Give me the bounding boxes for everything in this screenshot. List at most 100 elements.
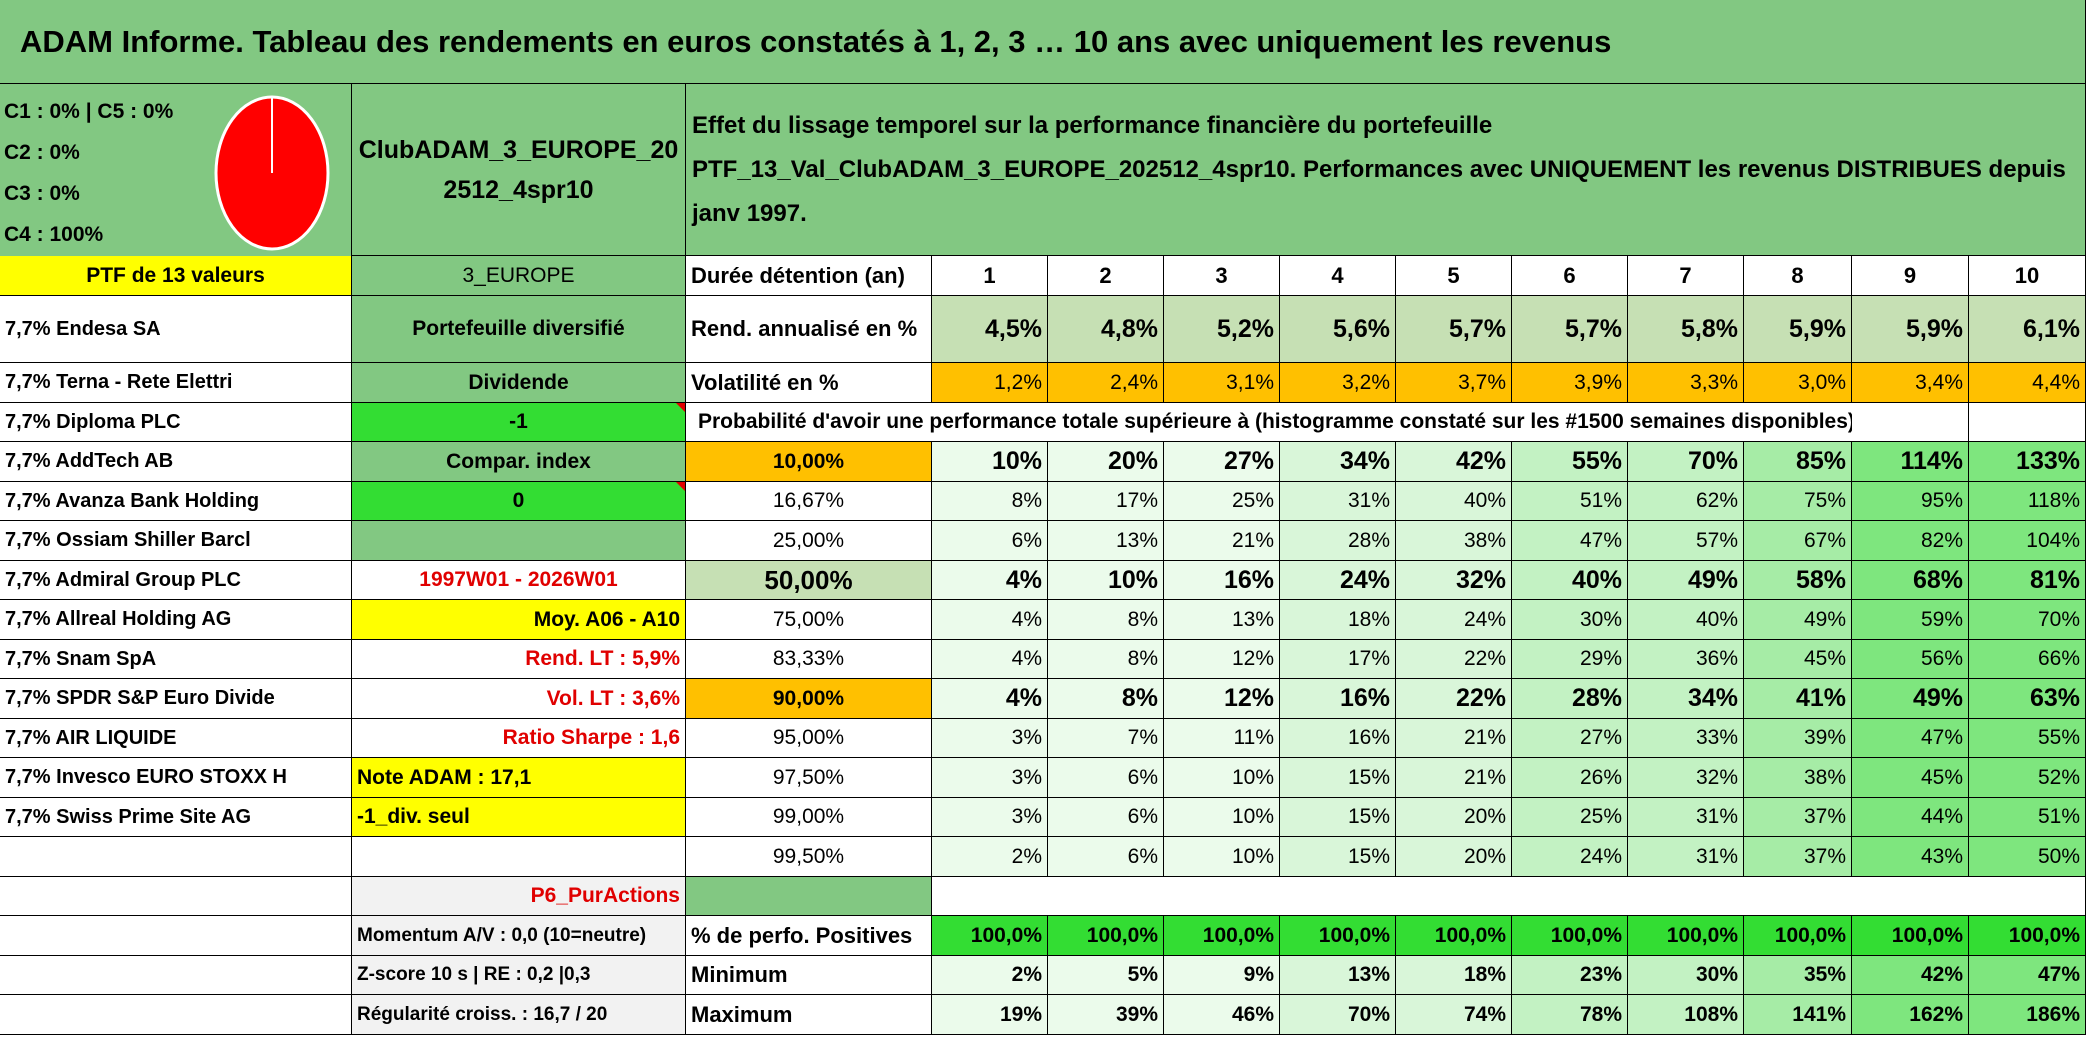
year-header-8: 8 — [1744, 256, 1852, 296]
volatility-value: 3,9% — [1512, 363, 1628, 403]
annualized-return-value: 5,7% — [1512, 296, 1628, 363]
probability-value: 44% — [1852, 798, 1969, 837]
probability-value: 8% — [1048, 640, 1164, 679]
empty-cell — [352, 837, 686, 877]
year-header-3: 3 — [1164, 256, 1280, 296]
probability-value: 56% — [1852, 640, 1969, 679]
probability-value: 24% — [1396, 600, 1512, 640]
probability-value: 15% — [1280, 798, 1396, 837]
year-header-2: 2 — [1048, 256, 1164, 296]
maximum-value: 19% — [932, 995, 1048, 1035]
probability-value: 59% — [1852, 600, 1969, 640]
probability-value: 63% — [1969, 679, 2086, 719]
probability-value: 47% — [1852, 719, 1969, 758]
minimum-value: 47% — [1969, 956, 2086, 995]
maximum-label: Maximum — [686, 995, 932, 1035]
probability-value: 114% — [1852, 442, 1969, 482]
probability-value: 22% — [1396, 679, 1512, 719]
probability-value: 85% — [1744, 442, 1852, 482]
probability-value: 6% — [1048, 798, 1164, 837]
probability-value: 6% — [932, 521, 1048, 561]
compar-index-label: Compar. index — [352, 442, 686, 482]
probability-value: 57% — [1628, 521, 1744, 561]
probability-value: 12% — [1164, 640, 1280, 679]
probability-value: 10% — [1164, 758, 1280, 798]
holding-row: 7,7% AddTech AB — [0, 442, 352, 482]
probability-header: Probabilité d'avoir une performance tota… — [686, 403, 1852, 442]
probability-threshold: 99,00% — [686, 798, 932, 837]
holding-row: 7,7% Endesa SA — [0, 296, 352, 363]
probability-value: 4% — [932, 679, 1048, 719]
probability-value: 17% — [1280, 640, 1396, 679]
probability-value: 39% — [1744, 719, 1852, 758]
probability-value: 3% — [932, 719, 1048, 758]
probability-threshold: 25,00% — [686, 521, 932, 561]
probability-value: 50% — [1969, 837, 2086, 877]
probability-value: 21% — [1164, 521, 1280, 561]
empty-cell — [0, 956, 352, 995]
sharpe-ratio: Ratio Sharpe : 1,6 — [352, 719, 686, 758]
zscore-indicator: Z-score 10 s | RE : 0,2 |0,3 — [352, 956, 686, 995]
probability-value: 15% — [1280, 837, 1396, 877]
probability-value: 47% — [1512, 521, 1628, 561]
probability-value: 49% — [1628, 561, 1744, 600]
probability-value: 37% — [1744, 837, 1852, 877]
holding-row: 7,7% Swiss Prime Site AG — [0, 798, 352, 837]
annualized-return-value: 5,9% — [1852, 296, 1969, 363]
probability-value: 6% — [1048, 837, 1164, 877]
annualized-return-value: 5,7% — [1396, 296, 1512, 363]
volatility-value: 3,4% — [1852, 363, 1969, 403]
probability-value: 55% — [1969, 719, 2086, 758]
holding-row: 7,7% Terna - Rete Elettri — [0, 363, 352, 403]
minimum-value: 30% — [1628, 956, 1744, 995]
long-term-volatility: Vol. LT : 3,6% — [352, 679, 686, 719]
period-range: 1997W01 - 2026W01 — [352, 561, 686, 600]
holding-row: 7,7% Ossiam Shiller Barcl — [0, 521, 352, 561]
positive-perf-value: 100,0% — [1744, 916, 1852, 956]
maximum-value: 74% — [1396, 995, 1512, 1035]
minimum-value: 5% — [1048, 956, 1164, 995]
maximum-value: 46% — [1164, 995, 1280, 1035]
probability-value: 34% — [1280, 442, 1396, 482]
legend-line-4: C4 : 100% — [4, 223, 104, 246]
probability-value: 95% — [1852, 482, 1969, 521]
volatility-value: 2,4% — [1048, 363, 1164, 403]
probability-value: 27% — [1512, 719, 1628, 758]
dividend-label: Dividende — [352, 363, 686, 403]
probability-value: 20% — [1396, 837, 1512, 877]
probability-value: 33% — [1628, 719, 1744, 758]
probability-value: 25% — [1512, 798, 1628, 837]
probability-value: 3% — [932, 758, 1048, 798]
positive-perf-value: 100,0% — [932, 916, 1048, 956]
maximum-value: 78% — [1512, 995, 1628, 1035]
holding-row: 7,7% AIR LIQUIDE — [0, 719, 352, 758]
probability-threshold: 97,50% — [686, 758, 932, 798]
annualized-return-value: 5,2% — [1164, 296, 1280, 363]
probability-value: 28% — [1512, 679, 1628, 719]
portfolio-name: ClubADAM_3_EUROPE_202512_4spr10 — [352, 84, 686, 256]
volatility-value: 3,3% — [1628, 363, 1744, 403]
probability-value: 16% — [1164, 561, 1280, 600]
allocation-pie-chart — [214, 95, 330, 251]
probability-value: 15% — [1280, 758, 1396, 798]
positive-perf-value: 100,0% — [1164, 916, 1280, 956]
probability-value: 21% — [1396, 719, 1512, 758]
empty-cell — [0, 916, 352, 956]
positive-perf-value: 100,0% — [1969, 916, 2086, 956]
positive-perf-value: 100,0% — [1396, 916, 1512, 956]
minimum-value: 13% — [1280, 956, 1396, 995]
minimum-value: 18% — [1396, 956, 1512, 995]
minimum-value: 9% — [1164, 956, 1280, 995]
ptf-label: PTF de 13 valeurs — [0, 256, 352, 296]
year-header-10: 10 — [1969, 256, 2086, 296]
positive-perf-value: 100,0% — [1512, 916, 1628, 956]
empty-green-cell — [686, 877, 932, 916]
year-header-1: 1 — [932, 256, 1048, 296]
probability-threshold: 99,50% — [686, 837, 932, 877]
probability-value: 12% — [1164, 679, 1280, 719]
probability-value: 40% — [1628, 600, 1744, 640]
performance-description: Effet du lissage temporel sur la perform… — [686, 84, 2086, 256]
probability-threshold: 50,00% — [686, 561, 932, 600]
probability-value: 4% — [932, 640, 1048, 679]
probability-value: 67% — [1744, 521, 1852, 561]
